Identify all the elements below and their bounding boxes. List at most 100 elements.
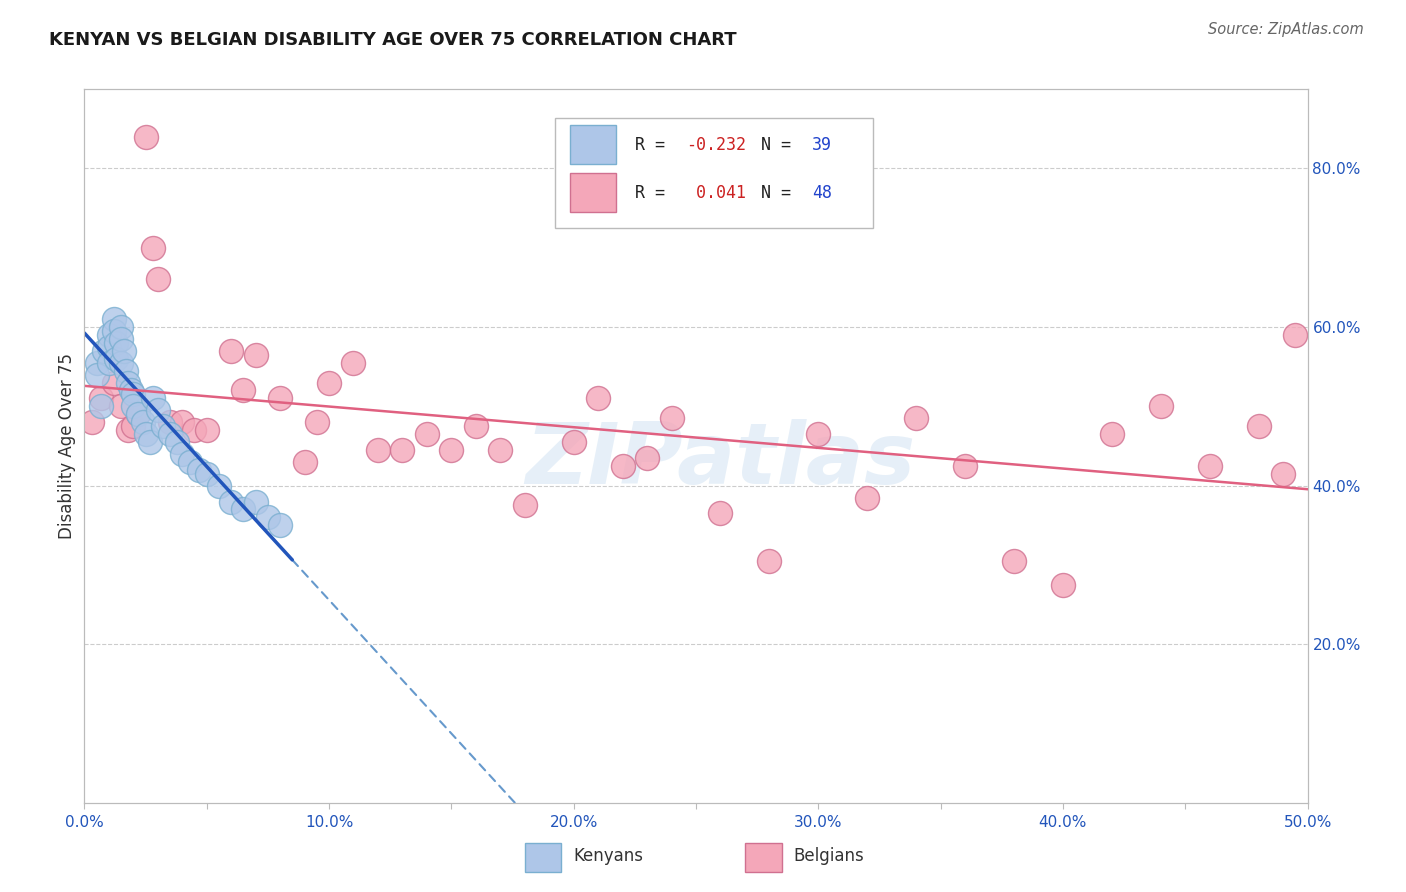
Point (120, 384, 142, 398)
Point (1052, 578, 1074, 592)
Y-axis label: Disability Age Over 75: Disability Age Over 75 (58, 353, 76, 539)
Point (110, 320, 132, 334)
Point (105, 335, 128, 350)
Point (305, 415, 328, 429)
Point (97, 356, 120, 370)
Point (257, 510, 280, 524)
Point (269, 518, 291, 533)
Point (1002, 554, 1025, 568)
FancyBboxPatch shape (555, 118, 873, 228)
Point (110, 356, 132, 370)
Text: 0.041: 0.041 (686, 184, 747, 202)
Point (245, 494, 267, 508)
Point (183, 423, 205, 437)
Text: R =: R = (636, 184, 675, 202)
Text: Source: ZipAtlas.com: Source: ZipAtlas.com (1208, 22, 1364, 37)
Point (172, 415, 194, 429)
Point (86, 368, 108, 382)
Point (1198, 458, 1220, 473)
Text: KENYAN VS BELGIAN DISABILITY AGE OVER 75 CORRELATION CHART: KENYAN VS BELGIAN DISABILITY AGE OVER 75… (49, 31, 737, 49)
Point (90, 400, 112, 414)
Point (122, 400, 145, 414)
Point (416, 427, 439, 442)
Point (80, 415, 103, 429)
Point (105, 351, 128, 366)
Point (127, 407, 149, 421)
Point (807, 427, 830, 442)
Point (1272, 467, 1295, 481)
Point (110, 332, 132, 346)
Point (1247, 419, 1270, 434)
Point (586, 392, 609, 406)
Point (195, 467, 218, 481)
Text: N =: N = (761, 136, 801, 153)
Point (132, 415, 155, 429)
Point (758, 554, 780, 568)
Point (219, 494, 242, 508)
Point (139, 435, 162, 450)
Point (135, 129, 157, 144)
Point (115, 364, 138, 378)
Point (97, 340, 120, 354)
Point (294, 455, 316, 469)
Point (127, 407, 149, 421)
Point (103, 376, 125, 390)
Point (464, 419, 486, 434)
FancyBboxPatch shape (569, 125, 616, 164)
Point (159, 427, 181, 442)
Point (146, 272, 169, 286)
Point (232, 502, 254, 516)
Point (152, 419, 174, 434)
Point (110, 400, 132, 414)
Point (103, 312, 125, 326)
FancyBboxPatch shape (524, 844, 561, 872)
Point (97, 328, 120, 343)
Point (709, 507, 731, 521)
Point (245, 348, 267, 362)
Point (489, 442, 512, 457)
Point (208, 478, 231, 492)
Point (1284, 328, 1306, 343)
Point (142, 392, 165, 406)
Point (612, 458, 634, 473)
Point (318, 376, 340, 390)
Point (513, 499, 536, 513)
Point (188, 463, 211, 477)
Point (159, 415, 181, 429)
Point (90, 392, 112, 406)
Text: 39: 39 (813, 136, 832, 153)
Point (135, 427, 157, 442)
Text: Kenyans: Kenyans (574, 847, 644, 865)
Text: R =: R = (636, 136, 675, 153)
Point (856, 491, 879, 505)
Point (122, 419, 145, 434)
Point (1150, 400, 1173, 414)
Point (905, 411, 928, 425)
Point (391, 442, 413, 457)
FancyBboxPatch shape (569, 173, 616, 212)
Point (269, 392, 291, 406)
Point (112, 343, 135, 358)
Text: ZIPatlas: ZIPatlas (526, 418, 915, 502)
Point (122, 387, 145, 401)
Point (661, 411, 683, 425)
Point (86, 356, 108, 370)
Point (179, 455, 201, 469)
Point (953, 458, 976, 473)
Text: Belgians: Belgians (794, 847, 865, 865)
Point (562, 435, 585, 450)
Point (342, 356, 364, 370)
Point (117, 423, 139, 437)
Point (93, 343, 115, 358)
Point (166, 435, 188, 450)
Point (146, 403, 169, 417)
Point (142, 241, 165, 255)
Point (367, 442, 389, 457)
Point (195, 423, 218, 437)
Text: N =: N = (761, 184, 801, 202)
Point (232, 384, 254, 398)
Point (440, 442, 463, 457)
Point (103, 324, 125, 338)
Point (219, 343, 242, 358)
Text: 48: 48 (813, 184, 832, 202)
